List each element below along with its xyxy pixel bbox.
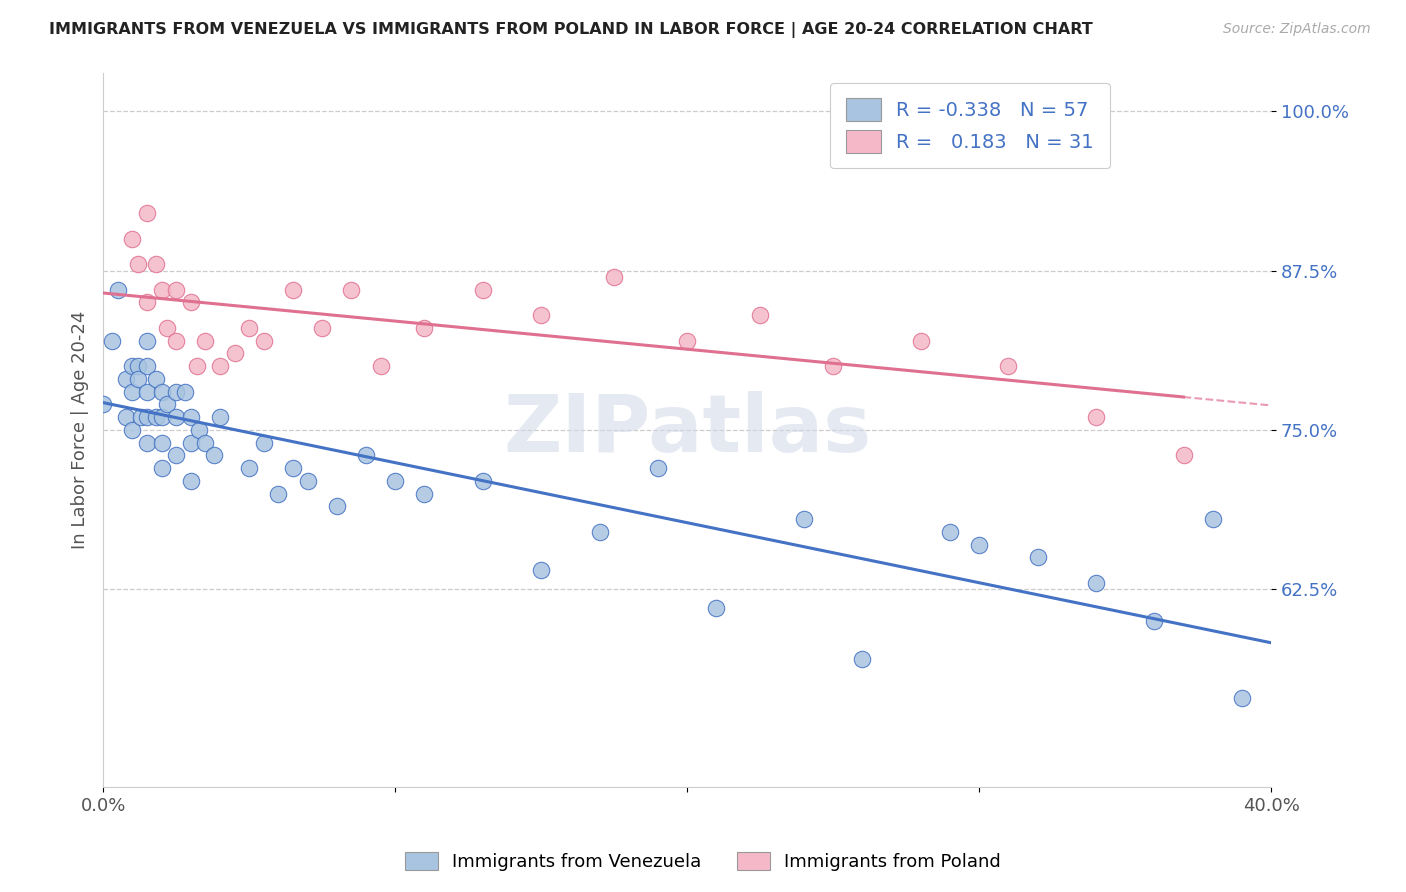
Text: IMMIGRANTS FROM VENEZUELA VS IMMIGRANTS FROM POLAND IN LABOR FORCE | AGE 20-24 C: IMMIGRANTS FROM VENEZUELA VS IMMIGRANTS … [49, 22, 1092, 38]
Point [588, 524, 610, 539]
Point [136, 295, 159, 310]
Point [238, 461, 260, 475]
Point [101, 334, 124, 348]
Point [127, 359, 149, 374]
Point [704, 601, 727, 615]
Point [793, 512, 815, 526]
Point [145, 410, 167, 425]
Point [413, 321, 436, 335]
Point [997, 359, 1019, 374]
Point [136, 435, 159, 450]
Point [967, 538, 990, 552]
Point [165, 410, 187, 425]
Point [180, 435, 202, 450]
Point [1230, 690, 1253, 705]
Point [413, 486, 436, 500]
Point [145, 257, 167, 271]
Point [939, 524, 962, 539]
Point [253, 435, 276, 450]
Point [603, 269, 626, 284]
Point [150, 384, 173, 399]
Point [208, 410, 231, 425]
Point [150, 283, 173, 297]
Legend: R = -0.338   N = 57, R =   0.183   N = 31: R = -0.338 N = 57, R = 0.183 N = 31 [831, 83, 1109, 169]
Point [127, 257, 149, 271]
Point [180, 295, 202, 310]
Point [91, 397, 114, 411]
Point [1202, 512, 1225, 526]
Point [156, 397, 179, 411]
Point [194, 435, 217, 450]
Point [121, 232, 143, 246]
Point [121, 384, 143, 399]
Point [823, 359, 845, 374]
Point [127, 372, 149, 386]
Legend: Immigrants from Venezuela, Immigrants from Poland: Immigrants from Venezuela, Immigrants fr… [398, 845, 1008, 879]
Point [384, 474, 406, 488]
Point [165, 449, 187, 463]
Point [297, 474, 319, 488]
Point [1084, 410, 1107, 425]
Point [121, 423, 143, 437]
Point [180, 410, 202, 425]
Point [340, 283, 363, 297]
Point [910, 334, 932, 348]
Point [749, 308, 772, 322]
Point [281, 461, 304, 475]
Point [224, 346, 246, 360]
Point [150, 435, 173, 450]
Point [121, 359, 143, 374]
Point [1084, 575, 1107, 590]
Point [676, 334, 699, 348]
Point [194, 334, 217, 348]
Point [180, 474, 202, 488]
Point [165, 384, 187, 399]
Point [173, 384, 195, 399]
Point [186, 359, 208, 374]
Point [238, 321, 260, 335]
Point [136, 334, 159, 348]
Point [253, 334, 276, 348]
Point [202, 449, 225, 463]
Point [1143, 614, 1166, 628]
Point [267, 486, 290, 500]
Point [530, 308, 553, 322]
Point [115, 372, 138, 386]
Point [471, 283, 494, 297]
Point [136, 206, 159, 220]
Point [150, 461, 173, 475]
Y-axis label: In Labor Force | Age 20-24: In Labor Force | Age 20-24 [72, 310, 89, 549]
Point [311, 321, 333, 335]
Point [136, 384, 159, 399]
Point [370, 359, 392, 374]
Point [1173, 449, 1195, 463]
Point [851, 652, 873, 666]
Text: Source: ZipAtlas.com: Source: ZipAtlas.com [1223, 22, 1371, 37]
Point [150, 410, 173, 425]
Text: ZIPatlas: ZIPatlas [503, 391, 872, 469]
Point [165, 334, 187, 348]
Point [165, 283, 187, 297]
Point [647, 461, 669, 475]
Point [136, 410, 159, 425]
Point [1026, 550, 1049, 565]
Point [145, 372, 167, 386]
Point [354, 449, 377, 463]
Point [136, 359, 159, 374]
Point [471, 474, 494, 488]
Point [325, 500, 347, 514]
Point [188, 423, 211, 437]
Point [107, 283, 129, 297]
Point [129, 410, 152, 425]
Point [281, 283, 304, 297]
Point [115, 410, 138, 425]
Point [208, 359, 231, 374]
Point [530, 563, 553, 577]
Point [156, 321, 179, 335]
